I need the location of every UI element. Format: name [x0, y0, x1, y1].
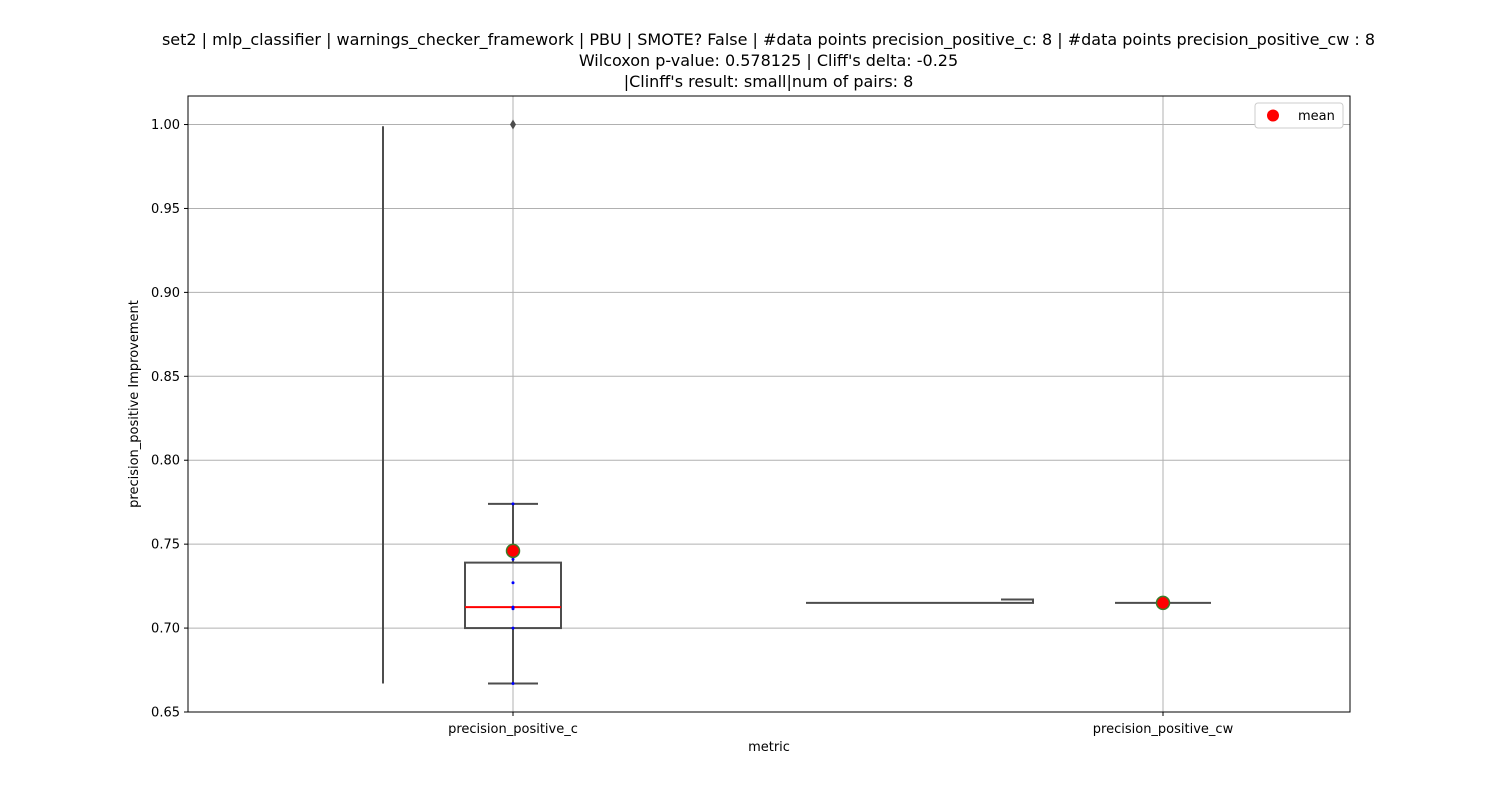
y-tick-label: 0.75 [151, 538, 180, 553]
title-line-1: set2 | mlp_classifier | warnings_checker… [161, 30, 1376, 49]
x-axis-label: metric [748, 740, 790, 755]
legend: mean [1254, 102, 1344, 129]
violin-precision-positive-cw [806, 598, 1034, 604]
y-tick-label: 0.85 [151, 370, 180, 385]
y-axis-label: precision_positive Improvement [127, 300, 142, 508]
x-axis-ticks: precision_positive_c precision_positive_c… [448, 712, 1234, 737]
y-tick-label: 1.00 [151, 118, 180, 133]
y-axis-ticks: 0.65 0.70 0.75 0.80 0.85 0.90 0.95 1.00 [151, 118, 188, 721]
x-tick-label: precision_positive_cw [1093, 722, 1234, 737]
y-tick-label: 0.70 [151, 622, 180, 637]
y-tick-label: 0.65 [151, 706, 180, 721]
title-line-3: |Clinff's result: small|num of pairs: 8 [623, 72, 914, 91]
data-point [511, 626, 515, 630]
data-point [511, 681, 515, 685]
box-layer [464, 119, 1211, 685]
y-tick-label: 0.80 [151, 454, 180, 469]
plot-area-frame [187, 95, 1351, 713]
data-point [511, 581, 515, 585]
outlier-point [510, 119, 516, 130]
mean-marker [1155, 595, 1171, 611]
legend-mean-label: mean [1298, 109, 1335, 124]
x-tick-label: precision_positive_c [448, 722, 578, 737]
y-tick-label: 0.95 [151, 202, 180, 217]
violin-layer [382, 126, 1034, 684]
data-point [511, 502, 515, 506]
title-line-2: Wilcoxon p-value: 0.578125 | Cliff's del… [578, 51, 959, 70]
grid-lines [188, 96, 1350, 713]
legend-frame [1254, 102, 1344, 129]
mean-marker [505, 543, 521, 559]
data-point [511, 605, 515, 609]
legend-mean-marker [1267, 109, 1279, 122]
data-point [511, 557, 515, 561]
chart-title: set2 | mlp_classifier | warnings_checker… [0, 29, 1500, 92]
y-tick-label: 0.90 [151, 286, 180, 301]
